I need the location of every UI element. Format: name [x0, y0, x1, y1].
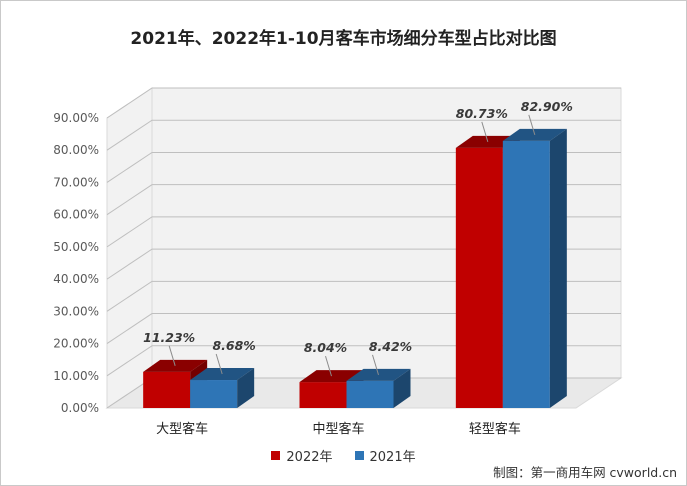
gridline: [106, 119, 621, 151]
data-label-leader: [215, 353, 223, 375]
data-label: 11.23%: [143, 330, 195, 345]
chart-title: 2021年、2022年1-10月客车市场细分车型占比对比图: [130, 29, 557, 49]
y-tick-label: 70.00%: [53, 175, 99, 189]
y-tick-label: 20.00%: [53, 337, 99, 351]
data-label-leader: [168, 345, 176, 366]
data-label: 8.68%: [212, 338, 255, 353]
gridline: [106, 87, 621, 119]
bar-side: [237, 368, 255, 408]
data-label: 8.04%: [304, 340, 347, 355]
legend-item-2022: 2022年: [271, 446, 333, 465]
y-tick-label: 50.00%: [53, 240, 99, 254]
bar: [346, 380, 394, 408]
legend-item-2021: 2021年: [354, 446, 416, 465]
data-label-leader: [528, 114, 536, 136]
bar: [502, 140, 550, 408]
x-tick-label: 轻型客车: [469, 421, 521, 437]
bar-side: [549, 128, 567, 408]
bar: [455, 147, 503, 408]
bar-side: [393, 368, 411, 408]
y-tick-label: 30.00%: [53, 304, 99, 318]
x-tick-label: 大型客车: [156, 421, 208, 437]
data-label: 80.73%: [456, 106, 508, 121]
legend-label-2022: 2022年: [286, 450, 333, 465]
data-label: 8.42%: [369, 339, 412, 354]
data-label: 82.90%: [521, 99, 573, 114]
data-label-leader: [372, 354, 379, 376]
data-label-leader: [325, 355, 332, 377]
y-tick-label: 0.00%: [61, 401, 99, 415]
y-tick-label: 90.00%: [53, 111, 99, 125]
bar: [190, 380, 238, 408]
y-tick-label: 60.00%: [53, 208, 99, 222]
y-tick-label: 80.00%: [53, 143, 99, 157]
side-wall: [106, 87, 153, 409]
legend-swatch-2022: [271, 451, 281, 460]
legend-label-2021: 2021年: [369, 450, 416, 465]
y-tick-label: 10.00%: [53, 369, 99, 383]
chart-credit: 制图：第一商用车网 cvworld.cn: [493, 465, 677, 480]
y-tick-label: 40.00%: [53, 272, 99, 286]
data-label-leader: [481, 121, 489, 143]
x-tick-label: 中型客车: [312, 421, 364, 437]
bar: [299, 382, 347, 408]
chart-legend: 2022年 2021年: [0, 446, 687, 465]
bar: [143, 371, 191, 408]
legend-swatch-2021: [354, 451, 364, 460]
